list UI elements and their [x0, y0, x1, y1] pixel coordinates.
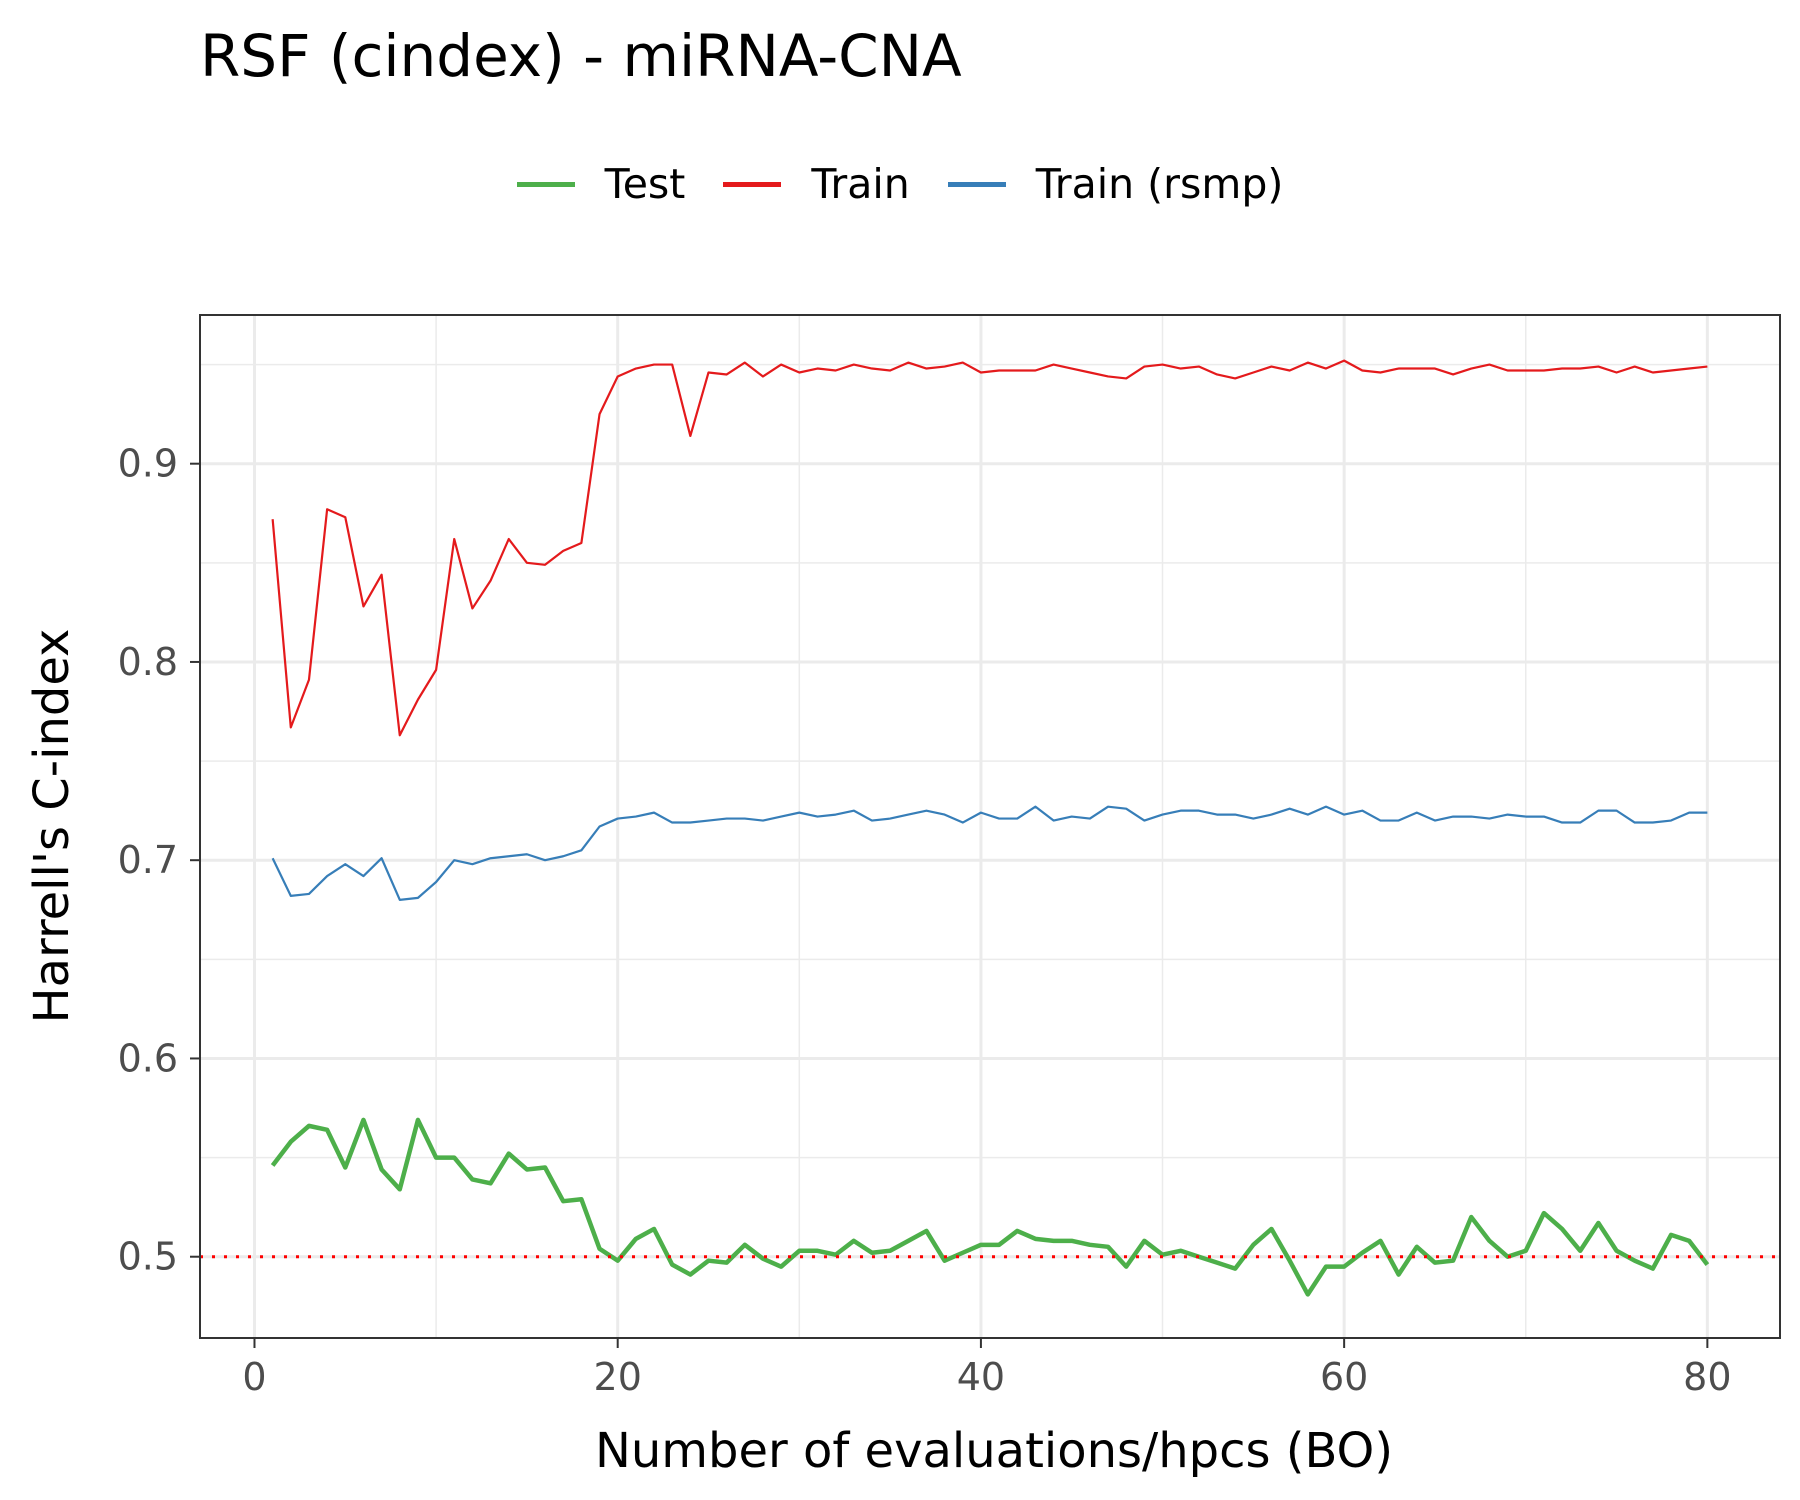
series-line-test	[270, 1117, 1710, 1297]
y-tick-label: 0.8	[118, 640, 178, 684]
x-tick-label: 20	[594, 1355, 642, 1399]
series-line-train-rsmp	[271, 805, 1708, 901]
chart-title: RSF (cindex) - miRNA-CNA	[200, 22, 962, 90]
y-tick-label: 0.5	[118, 1235, 178, 1279]
legend-key-train	[723, 181, 782, 187]
legend-key-test	[516, 181, 575, 187]
legend-label-test: Test	[604, 160, 686, 208]
legend-item-train: Train	[723, 160, 910, 208]
x-axis-label: Number of evaluations/hpcs (BO)	[594, 1423, 1394, 1479]
plot-border	[199, 314, 1781, 1339]
legend-label-train-rsmp: Train (rsmp)	[1035, 160, 1284, 208]
legend-label-train: Train	[811, 160, 910, 208]
legend-item-test: Test	[516, 160, 686, 208]
x-tick-label: 80	[1683, 1355, 1731, 1399]
y-tick-label: 0.9	[118, 442, 178, 486]
x-tick-label: 60	[1320, 1355, 1368, 1399]
legend: Test Train Train (rsmp)	[0, 160, 1800, 208]
x-tick-label: 0	[242, 1355, 266, 1399]
y-axis-label: Harrell's C-index	[24, 628, 80, 1024]
y-tick-label: 0.6	[118, 1036, 178, 1080]
x-tick-label: 40	[957, 1355, 1005, 1399]
legend-key-train-rsmp	[947, 181, 1006, 187]
y-tick-label: 0.7	[118, 838, 178, 882]
plot-panel	[200, 315, 1780, 1338]
series-line-train	[271, 359, 1708, 737]
legend-item-train-rsmp: Train (rsmp)	[947, 160, 1284, 208]
